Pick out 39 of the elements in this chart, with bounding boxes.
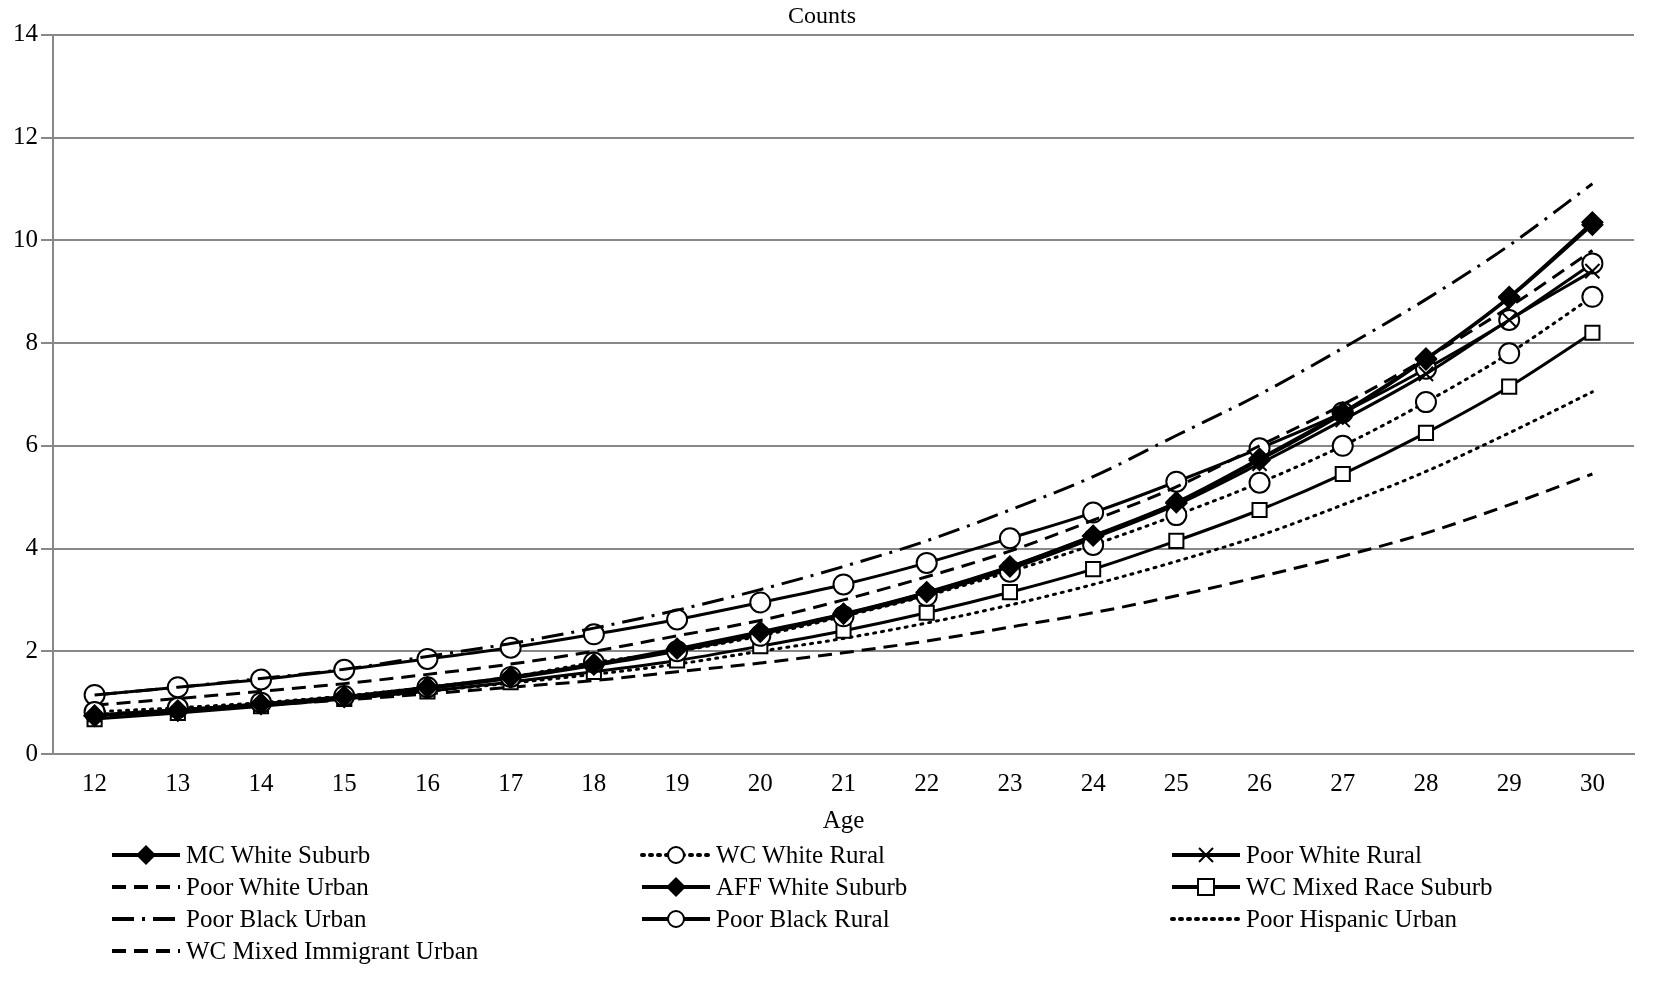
x-tick-label: 12 (82, 768, 108, 796)
legend-label: WC Mixed Race Suburb (1246, 873, 1493, 901)
x-axis-title: Age (822, 805, 865, 833)
x-tick-label: 16 (414, 768, 440, 796)
legend-label: AFF White Suburb (716, 873, 908, 901)
x-tick-label: 23 (997, 768, 1023, 796)
legend-label: Poor Black Rural (716, 905, 890, 933)
legend-label: WC White Rural (716, 841, 885, 869)
legend-label: WC Mixed Immigrant Urban (186, 937, 479, 965)
x-tick-label: 20 (747, 768, 773, 796)
x-tick-label: 21 (831, 768, 856, 796)
x-tick-label: 27 (1330, 768, 1356, 796)
y-tick-label: 0 (25, 738, 38, 766)
y-tick-label: 6 (25, 430, 38, 458)
x-tick-label: 18 (581, 768, 607, 796)
x-tick-label: 29 (1496, 768, 1522, 796)
legend-label: Poor Hispanic Urban (1246, 905, 1458, 933)
legend-label: Poor Black Urban (186, 905, 367, 933)
x-tick-label: 13 (165, 768, 191, 796)
y-tick-label: 12 (13, 122, 38, 150)
y-tick-label: 8 (25, 327, 38, 355)
legend-label: MC White Suburb (186, 841, 371, 869)
legend-label: Poor White Urban (186, 873, 369, 901)
y-tick-label: 14 (13, 19, 39, 47)
x-tick-label: 14 (248, 768, 275, 796)
y-tick-label: 4 (25, 533, 39, 561)
x-tick-label: 30 (1579, 768, 1605, 796)
x-tick-label: 24 (1080, 768, 1107, 796)
y-tick-label: 2 (25, 635, 38, 663)
x-tick-label: 25 (1163, 768, 1189, 796)
x-tick-label: 26 (1247, 768, 1273, 796)
chart-title: Counts (787, 1, 857, 28)
x-tick-label: 22 (914, 768, 940, 796)
y-tick-label: 10 (13, 224, 38, 252)
x-tick-label: 28 (1413, 768, 1439, 796)
legend-label: Poor White Rural (1246, 841, 1422, 869)
x-tick-label: 17 (498, 768, 524, 796)
x-tick-label: 19 (664, 768, 690, 796)
x-tick-label: 15 (331, 768, 357, 796)
